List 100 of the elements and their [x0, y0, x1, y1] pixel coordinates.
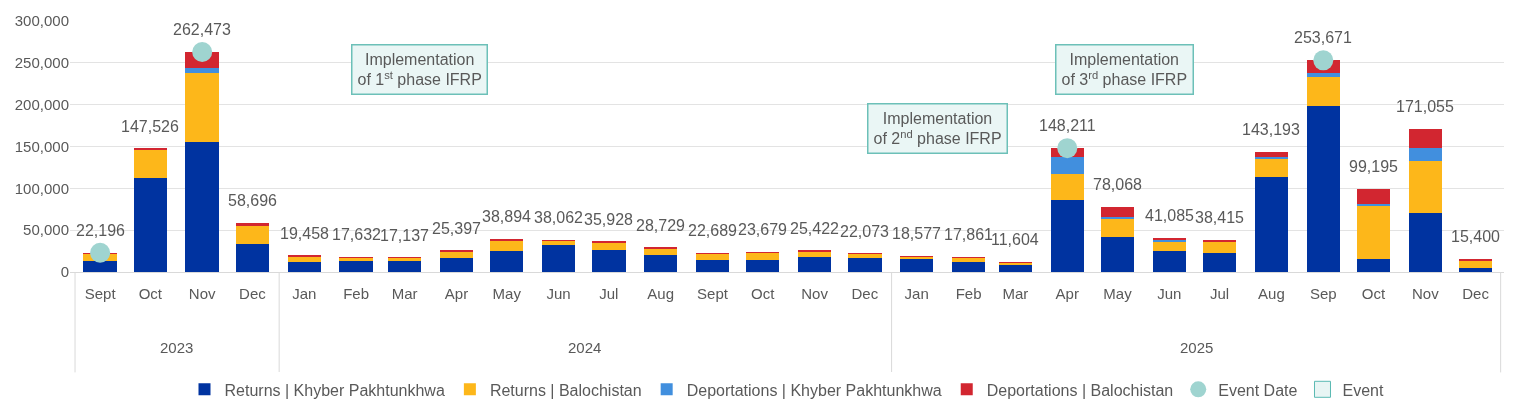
point — [90, 242, 111, 263]
bar — [1050, 200, 1085, 272]
x-tick-label: Aug — [647, 285, 675, 302]
bar — [387, 261, 422, 272]
bar — [695, 260, 730, 272]
x-tick-label: Oct — [751, 285, 776, 302]
bar — [439, 257, 474, 272]
total-label: 143,193 — [1242, 121, 1300, 138]
legend-label: Event — [1342, 381, 1384, 399]
total-label: 58,696 — [228, 192, 278, 209]
bar — [1100, 236, 1135, 272]
total-label: 38,894 — [482, 208, 532, 225]
bar — [1202, 239, 1237, 242]
y-tick-label: 300,000 — [14, 12, 69, 30]
legend-label: Deportations | Balochistan — [986, 381, 1174, 399]
bar — [899, 259, 934, 272]
text: 2024 — [568, 339, 602, 356]
bar — [797, 256, 832, 272]
bar — [1408, 148, 1443, 161]
bar — [592, 242, 626, 251]
legend-label: Returns | Balochistan — [489, 381, 642, 399]
total-label: 22,073 — [840, 223, 890, 240]
bar — [185, 72, 219, 143]
bar — [951, 261, 986, 272]
y-tick-label: 0 — [60, 263, 69, 281]
total-label: 99,195 — [1349, 158, 1399, 175]
point — [192, 41, 213, 62]
total-label: 148,211 — [1039, 117, 1096, 134]
total-label: 17,137 — [380, 227, 430, 244]
x-tick-label: Sept — [697, 285, 729, 302]
bar — [235, 244, 270, 272]
bar — [133, 178, 168, 272]
bar — [133, 149, 168, 179]
bar — [1306, 72, 1341, 78]
bar — [185, 142, 219, 272]
x-tick-label: Oct — [1361, 285, 1386, 302]
bar — [746, 252, 780, 261]
x-tick-label: Jun — [1157, 285, 1182, 302]
bar — [1152, 241, 1187, 252]
bar — [592, 250, 626, 272]
total-label: 25,422 — [790, 220, 840, 237]
bar — [185, 67, 219, 73]
text: 2025 — [1180, 339, 1214, 356]
bar — [848, 253, 882, 258]
x-tick-label: Jul — [599, 285, 619, 302]
bar — [1100, 218, 1135, 237]
bar — [746, 260, 780, 272]
y-tick-label: 250,000 — [14, 54, 69, 72]
total-label: 35,928 — [584, 211, 634, 228]
x-tick-label: Apr — [1055, 285, 1079, 302]
total-label: 262,473 — [173, 21, 231, 38]
bar — [1254, 152, 1289, 157]
bar — [1408, 160, 1443, 213]
bar — [1458, 267, 1493, 272]
x-tick-label: Nov — [801, 285, 829, 302]
y-tick-label: 150,000 — [14, 137, 69, 155]
bar — [339, 261, 373, 272]
bar — [998, 265, 1033, 272]
total-label: 28,729 — [636, 217, 686, 234]
bar — [235, 225, 270, 245]
total-label: 171,055 — [1396, 98, 1454, 115]
y-tick-label: 200,000 — [14, 95, 69, 113]
bar — [387, 257, 422, 262]
bar — [1152, 251, 1187, 272]
bar — [541, 245, 576, 272]
x-tick-label: Feb — [343, 285, 370, 302]
total-label: 78,068 — [1093, 176, 1143, 193]
bar — [1254, 176, 1289, 272]
y-tick-label: 50,000 — [23, 221, 69, 239]
total-label: 22,196 — [76, 222, 126, 239]
x-tick-label: Oct — [138, 285, 163, 302]
point — [1313, 50, 1334, 71]
x-tick-label: Jan — [904, 285, 929, 302]
total-label: 25,397 — [432, 220, 482, 237]
bar — [489, 240, 524, 252]
bar — [489, 251, 524, 272]
total-label: 17,632 — [332, 226, 382, 243]
annotation: Implementation of 1$^{st}$ phase IFRP — [357, 50, 482, 89]
bar — [1100, 206, 1135, 217]
bar — [1202, 241, 1237, 253]
total-label: 11,604 — [991, 231, 1039, 248]
total-label: 41,085 — [1145, 207, 1195, 224]
bar — [1408, 128, 1443, 149]
x-tick-label: Nov — [1412, 285, 1440, 302]
x-tick-label: Dec — [851, 285, 879, 302]
x-tick-label: Sept — [84, 285, 117, 302]
bar — [1254, 159, 1289, 177]
bar — [1356, 259, 1391, 272]
bar — [339, 257, 373, 262]
bar — [1306, 106, 1341, 272]
total-label: 18,577 — [892, 225, 942, 242]
bar — [695, 253, 730, 261]
legend-label: Event Date — [1218, 381, 1298, 399]
y-tick-label: 100,000 — [14, 179, 69, 197]
bar — [643, 255, 678, 272]
bar — [1356, 205, 1391, 260]
bar — [235, 222, 270, 226]
x-tick-label: Mar — [1002, 285, 1029, 302]
x-tick-label: May — [492, 285, 522, 302]
x-tick-label: Jul — [1209, 285, 1230, 302]
